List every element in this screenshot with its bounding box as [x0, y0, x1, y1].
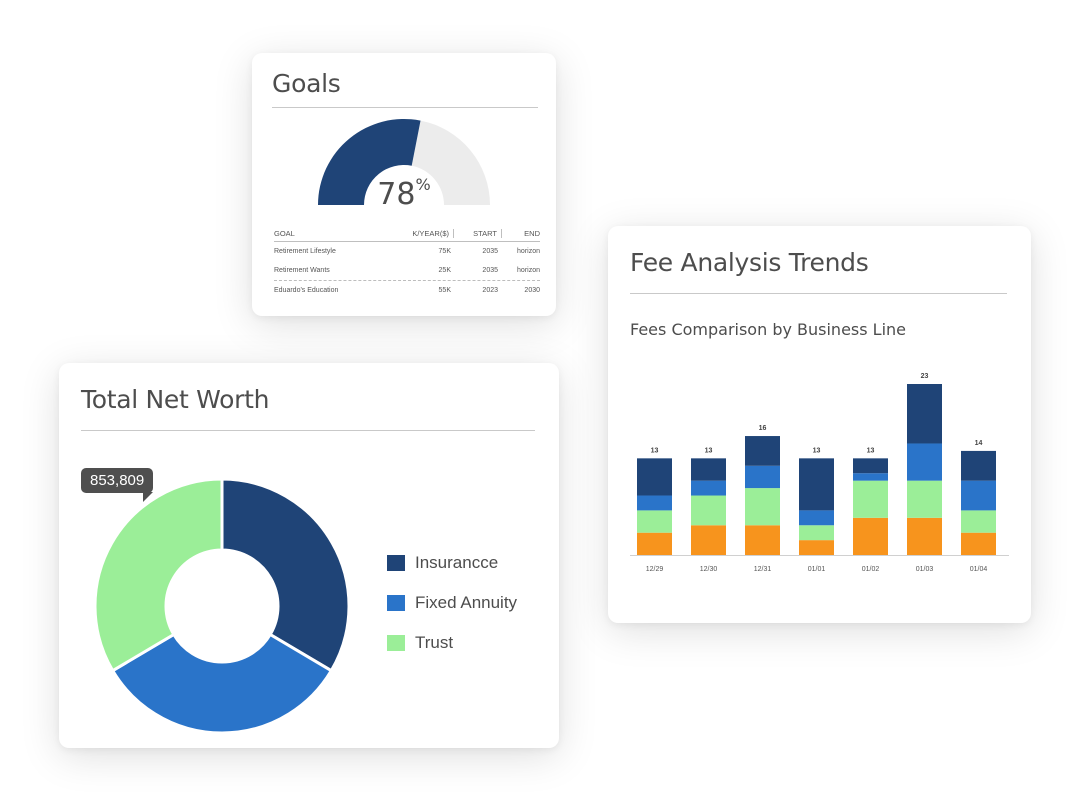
legend-label: Insurancce — [415, 553, 499, 572]
bar-total-label: 13 — [813, 447, 821, 454]
x-tick-label: 12/30 — [700, 566, 718, 573]
x-tick-label: 01/02 — [862, 566, 880, 573]
bar-total-label: 16 — [759, 425, 767, 432]
col-end: END — [524, 228, 540, 238]
bar-segment[interactable] — [745, 465, 780, 489]
goal-end: horizon — [517, 248, 540, 255]
table-row: Retirement Wants 25K 2035 horizon — [274, 261, 540, 280]
net-worth-divider — [81, 430, 535, 431]
bar-segment[interactable] — [637, 458, 672, 496]
col-amount: K/YEAR($) — [397, 228, 454, 238]
x-tick-label: 01/03 — [916, 566, 934, 573]
legend-item-insurance[interactable]: Insurancce — [387, 543, 517, 583]
goal-amount: 55K — [438, 287, 451, 294]
x-tick-label: 01/04 — [970, 566, 988, 573]
bar-segment[interactable] — [799, 458, 834, 511]
bar-segment[interactable] — [799, 510, 834, 526]
bar-total-label: 13 — [705, 447, 713, 454]
bar-segment[interactable] — [961, 450, 996, 481]
goal-start: 2035 — [482, 248, 498, 255]
table-row: Eduardo's Education 55K 2023 2030 — [274, 280, 540, 300]
donut-slice-insurance[interactable] — [220, 477, 351, 673]
goals-table: GOAL K/YEAR($) START END Retirement Life… — [274, 225, 540, 300]
fee-analysis-title: Fee Analysis Trends — [630, 248, 869, 277]
goal-name: Retirement Wants — [274, 267, 330, 274]
legend-item-trust[interactable]: Trust — [387, 623, 517, 663]
net-worth-title: Total Net Worth — [81, 385, 270, 414]
goal-amount: 25K — [438, 267, 451, 274]
fees-stacked-bar-chart: 13 12/29 13 12/30 16 12/31 13 01/01 13 01/02 23 01/… — [630, 373, 1009, 573]
col-start: START — [454, 228, 502, 238]
goal-start: 2035 — [482, 267, 498, 274]
goal-name: Eduardo's Education — [274, 287, 339, 294]
bar-segment[interactable] — [853, 458, 888, 474]
goals-title: Goals — [272, 69, 341, 98]
fee-analysis-card: Fee Analysis Trends Fees Comparison by B… — [608, 226, 1031, 623]
bar-segment[interactable] — [961, 480, 996, 511]
col-goal: GOAL — [274, 228, 295, 238]
goal-start: 2023 — [482, 287, 498, 294]
bar-segment[interactable] — [691, 495, 726, 526]
bar-segment[interactable] — [907, 384, 942, 444]
goal-gauge — [318, 118, 490, 205]
donut-slice-fixed-annuity[interactable] — [110, 632, 334, 735]
bar-segment[interactable] — [799, 525, 834, 541]
gauge-fill — [318, 118, 421, 205]
bar-segment[interactable] — [907, 480, 942, 518]
bar-total-label: 23 — [921, 373, 929, 380]
goals-card: Goals 78% GOAL K/YEAR($) START END Retir… — [252, 53, 556, 316]
legend-label: Fixed Annuity — [415, 593, 518, 612]
bar-segment[interactable] — [637, 510, 672, 533]
legend-swatch — [387, 595, 405, 611]
bar-segment[interactable] — [745, 525, 780, 555]
bar-segment[interactable] — [961, 510, 996, 533]
bar-segment[interactable] — [853, 517, 888, 555]
bar-total-label: 13 — [651, 447, 659, 454]
fee-analysis-divider — [630, 293, 1007, 294]
table-row: Retirement Lifestyle 75K 2035 horizon — [274, 242, 540, 261]
goals-table-header: GOAL K/YEAR($) START END — [274, 225, 540, 242]
legend-item-fixed-annuity[interactable]: Fixed Annuity — [387, 583, 517, 623]
bar-segment[interactable] — [907, 443, 942, 481]
gauge-percent-label: 78% — [377, 175, 431, 212]
goal-amount: 75K — [438, 248, 451, 255]
net-worth-donut-chart — [93, 477, 351, 735]
legend-label: Trust — [415, 633, 454, 652]
x-tick-label: 12/31 — [754, 566, 772, 573]
goal-end: horizon — [517, 267, 540, 274]
bar-segment[interactable] — [907, 517, 942, 555]
goals-divider — [272, 107, 538, 108]
legend-swatch — [387, 635, 405, 651]
bar-segment[interactable] — [745, 488, 780, 526]
bar-segment[interactable] — [637, 532, 672, 555]
net-worth-card: Total Net Worth 853,809 Insurancce Fixed… — [59, 363, 559, 748]
net-worth-tooltip: 853,809 — [81, 468, 154, 502]
bar-total-label: 13 — [867, 447, 875, 454]
goal-name: Retirement Lifestyle — [274, 248, 336, 255]
gauge-track — [411, 120, 490, 205]
bar-segment[interactable] — [799, 540, 834, 555]
fees-chart-subtitle: Fees Comparison by Business Line — [630, 320, 907, 339]
net-worth-legend: Insurancce Fixed Annuity Trust — [387, 543, 517, 663]
bar-segment[interactable] — [745, 436, 780, 466]
donut-slice-trust[interactable] — [93, 477, 224, 673]
bar-segment[interactable] — [853, 473, 888, 481]
bar-segment[interactable] — [637, 495, 672, 511]
bar-segment[interactable] — [691, 480, 726, 496]
bar-segment[interactable] — [853, 480, 888, 518]
bar-segment[interactable] — [691, 525, 726, 555]
bar-segment[interactable] — [691, 458, 726, 481]
goal-end: 2030 — [524, 287, 540, 294]
x-tick-label: 01/01 — [808, 566, 826, 573]
bar-total-label: 14 — [975, 440, 983, 447]
bar-segment[interactable] — [961, 532, 996, 555]
legend-swatch — [387, 555, 405, 571]
x-tick-label: 12/29 — [646, 566, 664, 573]
